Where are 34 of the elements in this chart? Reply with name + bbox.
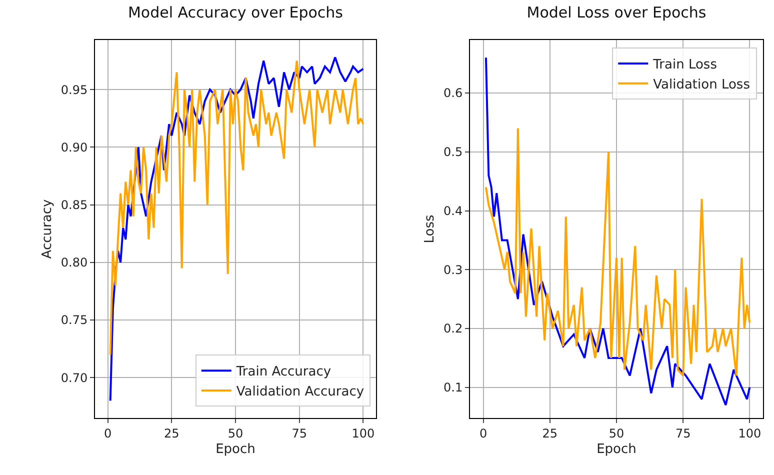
y-tick-label: 0.6 <box>444 86 463 100</box>
x-axis-title: Epoch <box>216 442 256 457</box>
y-axis-title: Loss <box>422 214 438 244</box>
x-tick-label: 100 <box>352 426 375 440</box>
x-tick-label: 0 <box>480 426 488 440</box>
y-tick-label: 0.90 <box>60 140 88 154</box>
line-series <box>484 127 751 377</box>
chart-title: Model Loss over Epochs <box>526 4 706 22</box>
y-tick-label: 0.4 <box>444 204 463 218</box>
line-series <box>484 56 751 406</box>
y-tick-label: 0.3 <box>444 262 463 277</box>
y-tick-label: 0.85 <box>60 198 88 212</box>
y-tick-label: 0.80 <box>60 256 88 270</box>
y-tick-label: 0.5 <box>444 145 463 160</box>
legend-label: Validation Loss <box>653 77 750 92</box>
x-tick-label: 100 <box>738 426 762 440</box>
legend-label: Train Accuracy <box>235 364 332 380</box>
y-tick-label: 0.70 <box>60 370 88 385</box>
y-tick-label: 0.75 <box>60 313 88 328</box>
y-tick-label: 0.2 <box>444 322 463 336</box>
x-tick-label: 25 <box>542 426 558 440</box>
x-tick-label: 75 <box>292 426 307 440</box>
x-tick-label: 0 <box>104 426 112 440</box>
x-tick-label: 50 <box>228 426 244 440</box>
x-tick-label: 25 <box>164 426 180 440</box>
legend-label: Train Loss <box>652 58 718 73</box>
y-axis-title: Accuracy <box>40 199 55 259</box>
y-tick-label: 0.95 <box>60 82 88 97</box>
x-tick-label: 50 <box>608 426 624 440</box>
y-tick-label: 0.1 <box>444 380 463 395</box>
legend-label: Validation Accuracy <box>236 384 364 400</box>
x-axis-title: Epoch <box>596 442 636 457</box>
chart-title: Model Accuracy over Epochs <box>128 4 344 22</box>
x-tick-label: 75 <box>675 426 691 440</box>
